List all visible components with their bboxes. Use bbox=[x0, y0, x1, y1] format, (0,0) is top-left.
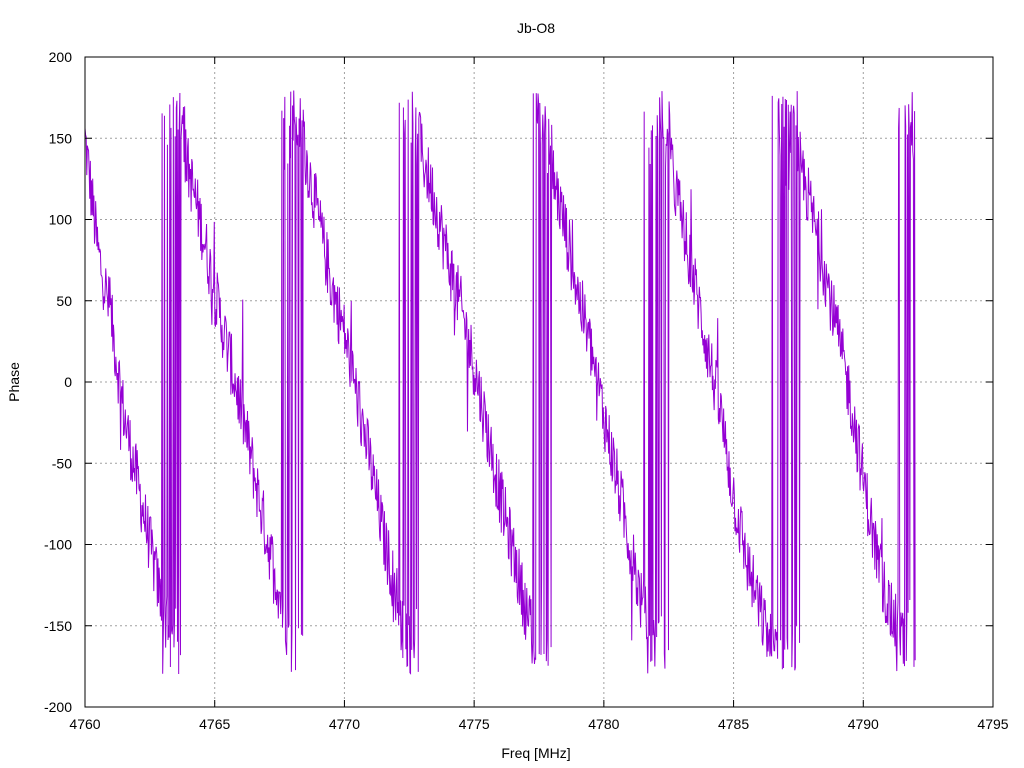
y-tick-label: -200 bbox=[44, 699, 72, 715]
y-tick-label: -100 bbox=[44, 537, 72, 553]
x-tick-label: 4775 bbox=[459, 716, 490, 732]
x-tick-label: 4785 bbox=[718, 716, 749, 732]
y-tick-label: 150 bbox=[49, 130, 73, 146]
x-tick-label: 4765 bbox=[199, 716, 230, 732]
y-tick-label: 0 bbox=[64, 374, 72, 390]
axis-ticks bbox=[84, 56, 994, 708]
plot-area bbox=[84, 90, 916, 675]
y-tick-label: 200 bbox=[49, 49, 73, 65]
y-tick-label: 50 bbox=[56, 293, 72, 309]
x-tick-labels: 4760 4765 4770 4775 4780 4785 4790 4795 bbox=[69, 716, 1008, 732]
grid bbox=[85, 57, 993, 707]
x-tick-label: 4760 bbox=[69, 716, 100, 732]
y-tick-label: -50 bbox=[52, 455, 72, 471]
x-tick-label: 4780 bbox=[588, 716, 619, 732]
x-tick-label: 4770 bbox=[329, 716, 360, 732]
phase-series-line bbox=[84, 90, 916, 675]
x-tick-label: 4790 bbox=[848, 716, 879, 732]
x-axis-label: Freq [MHz] bbox=[501, 745, 570, 761]
x-tick-label: 4795 bbox=[977, 716, 1008, 732]
y-tick-label: -150 bbox=[44, 618, 72, 634]
y-tick-label: 100 bbox=[49, 212, 73, 228]
y-axis-label: Phase bbox=[6, 362, 22, 402]
y-tick-labels: -200 -150 -100 -50 0 50 100 150 200 bbox=[44, 49, 72, 715]
chart-title: Jb-O8 bbox=[517, 20, 555, 36]
